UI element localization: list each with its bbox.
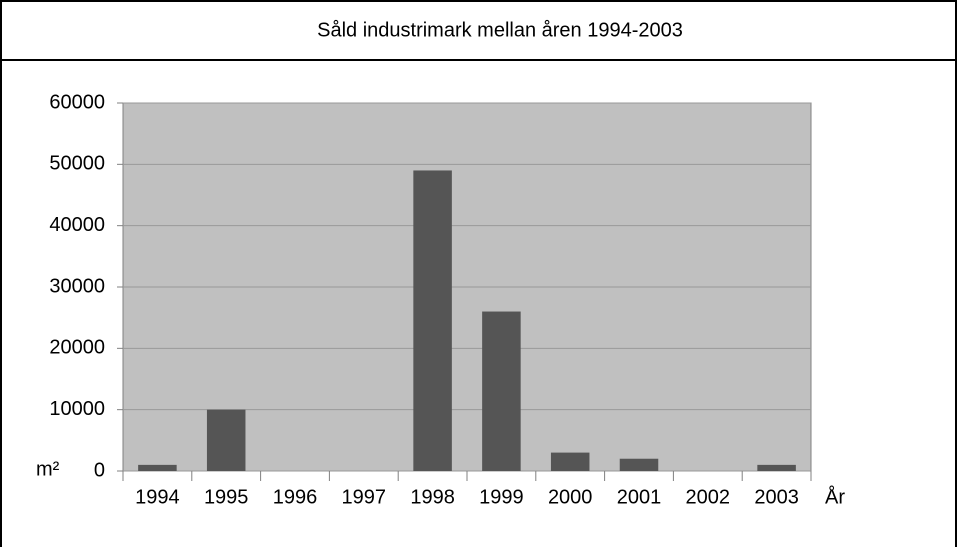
bar [413, 170, 452, 471]
x-tick-label: 2002 [686, 486, 731, 508]
y-tick-label: 10000 [49, 398, 105, 420]
x-axis-label: År [825, 485, 845, 508]
bar [550, 452, 590, 471]
bar [757, 464, 796, 471]
y-tick-label: 40000 [49, 214, 105, 236]
bar [482, 311, 521, 471]
y-axis-label: m² [36, 458, 60, 480]
x-tick-label: 2001 [617, 486, 662, 508]
bar [206, 409, 246, 471]
x-tick-label: 1999 [479, 486, 524, 508]
y-tick-label: 50000 [49, 153, 105, 175]
x-tick-label: 2003 [754, 486, 799, 508]
bar [619, 458, 659, 471]
x-tick-label: 1995 [204, 486, 249, 508]
y-tick-label: 60000 [49, 91, 105, 113]
x-tick-label: 2000 [548, 486, 593, 508]
chart-title: Såld industrimark mellan åren 1994-2003 [317, 19, 683, 41]
x-tick-label: 1997 [342, 486, 387, 508]
y-tick-label: 20000 [49, 337, 105, 359]
bar [138, 464, 177, 471]
x-tick-label: 1998 [410, 486, 455, 508]
y-tick-label: 30000 [49, 275, 105, 297]
x-tick-label: 1996 [273, 486, 318, 508]
y-tick-label: 0 [94, 459, 105, 481]
x-tick-label: 1994 [135, 486, 180, 508]
